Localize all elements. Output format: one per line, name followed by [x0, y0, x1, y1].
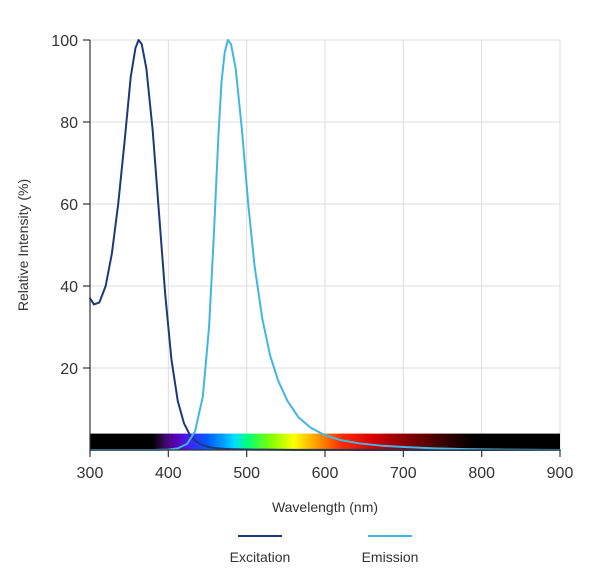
x-tick-label: 600: [312, 465, 339, 482]
spectrum-chart: 300 400 500 600 700 800 900 20 40 60 80 100 Waveleng…: [0, 0, 600, 588]
x-tick-label: 300: [77, 465, 104, 482]
x-axis-label: Wavelength (nm): [272, 499, 378, 515]
x-tick-label: 900: [547, 465, 574, 482]
y-tick-label: 20: [60, 361, 78, 378]
x-tick-label: 700: [390, 465, 417, 482]
y-axis-label: Relative Intensity (%): [15, 179, 31, 311]
y-tick-label: 60: [60, 197, 78, 214]
y-tick-label: 100: [51, 33, 78, 50]
x-tick-label: 800: [468, 465, 495, 482]
legend-label-emission: Emission: [362, 549, 419, 565]
chart-svg: 300 400 500 600 700 800 900 20 40 60 80 100 Waveleng…: [0, 0, 600, 588]
legend-label-excitation: Excitation: [230, 549, 291, 565]
y-tick-label: 80: [60, 115, 78, 132]
y-tick-label: 40: [60, 279, 78, 296]
x-tick-label: 500: [233, 465, 260, 482]
x-tick-label: 400: [155, 465, 182, 482]
